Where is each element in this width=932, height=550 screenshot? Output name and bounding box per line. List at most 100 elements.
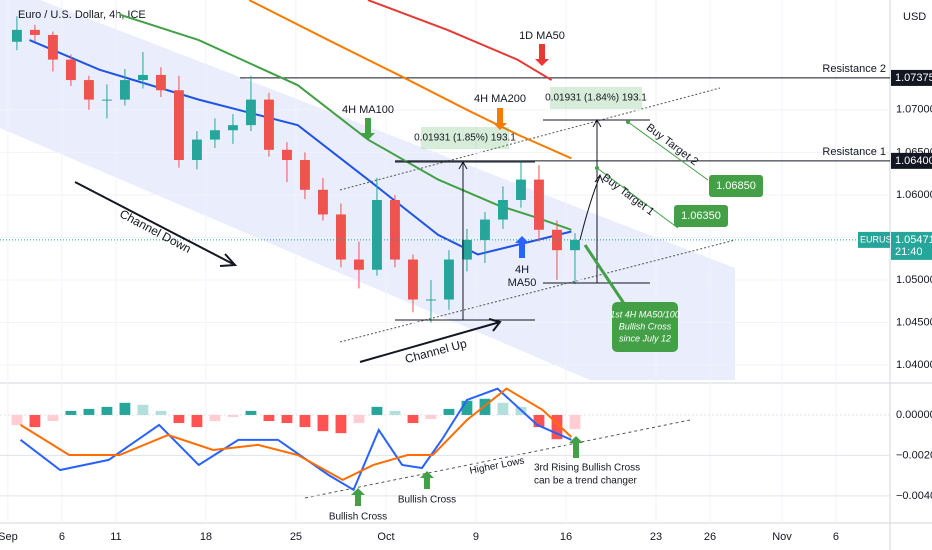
candle-body bbox=[245, 99, 256, 126]
x-tick-label: 26 bbox=[704, 531, 716, 543]
resistance-name: Resistance 1 bbox=[822, 146, 886, 158]
macd-histogram-bar bbox=[533, 414, 545, 428]
line bbox=[19, 387, 573, 482]
x-tick-label: Nov bbox=[772, 531, 792, 543]
ma-label: 4H MA200 bbox=[474, 93, 526, 105]
macd-arrow bbox=[351, 488, 365, 506]
macd-arrow bbox=[569, 436, 583, 458]
channel-down-head bbox=[219, 253, 238, 267]
measure-label: 0.01931 (1.85%) 193.1 bbox=[414, 133, 516, 144]
line bbox=[367, 0, 553, 81]
chart-title: Euro / U.S. Dollar, 4h, ICE bbox=[18, 9, 146, 21]
candle-body bbox=[516, 179, 526, 200]
y-tick-label: 1.04500 bbox=[896, 316, 932, 328]
macd-tick-label: 0.00000 bbox=[896, 409, 932, 421]
macd-tick-label: −0.00400 bbox=[896, 490, 932, 502]
candle-body bbox=[281, 149, 292, 161]
resistance-axis-label: 1.06400 bbox=[895, 155, 932, 167]
candle-body bbox=[534, 179, 544, 230]
y-tick-label: 1.05000 bbox=[896, 274, 932, 286]
y-tick-label: 1.04000 bbox=[896, 359, 932, 371]
x-tick-label: 9 bbox=[473, 531, 479, 543]
resistance-axis-box bbox=[891, 152, 932, 169]
candle-body bbox=[498, 199, 508, 220]
macd-histogram-bar bbox=[245, 410, 257, 415]
macd-histogram-bar bbox=[425, 414, 437, 420]
x-tick-label: 25 bbox=[290, 531, 302, 543]
macd-histogram-bar bbox=[209, 414, 221, 422]
symbol-label: EURUSD bbox=[860, 234, 899, 244]
candle-body bbox=[173, 90, 184, 161]
target-line bbox=[596, 167, 679, 229]
macd-histogram-bar bbox=[299, 414, 311, 428]
y-tick-label: 1.07000 bbox=[896, 104, 932, 116]
callout-box bbox=[612, 302, 678, 352]
line bbox=[29, 39, 572, 256]
currency-label: USD bbox=[903, 11, 926, 23]
ma-label: 1D MA50 bbox=[519, 30, 565, 42]
candle-body bbox=[11, 29, 22, 42]
macd-annotation: Bullish Cross bbox=[329, 512, 387, 523]
macd-histogram-bar bbox=[371, 406, 383, 415]
macd-histogram-bar bbox=[317, 414, 329, 432]
candle-body bbox=[552, 229, 562, 251]
line bbox=[248, 0, 572, 160]
target-box bbox=[709, 175, 763, 197]
candle-body bbox=[480, 219, 490, 240]
macd-histogram-bar bbox=[335, 414, 347, 434]
macd-tick-label: −0.00200 bbox=[896, 449, 932, 461]
macd-annotation: 3rd Rising Bullish Cross bbox=[534, 463, 640, 474]
candle-body bbox=[227, 125, 238, 131]
macd-histogram-bar bbox=[497, 402, 509, 415]
candle-body bbox=[263, 99, 274, 150]
macd-histogram-bar bbox=[11, 414, 23, 426]
x-tick-label: 18 bbox=[200, 531, 212, 543]
macd-histogram-bar bbox=[119, 402, 131, 415]
macd-histogram-bar bbox=[47, 414, 59, 422]
candle-body bbox=[101, 99, 112, 101]
x-tick-label: 23 bbox=[650, 531, 662, 543]
ma-label: 4H MA100 bbox=[342, 104, 394, 116]
candle-body bbox=[570, 239, 580, 251]
macd-annotation: can be a trend changer bbox=[534, 476, 638, 487]
measure-arrowhead bbox=[458, 160, 468, 170]
macd-histogram-bar bbox=[83, 408, 95, 415]
macd-annotation: Bullish Cross bbox=[398, 495, 456, 506]
macd-histogram-bar bbox=[191, 414, 203, 428]
macd-histogram-bar bbox=[353, 414, 365, 424]
candle-body bbox=[209, 130, 220, 140]
measure-label: 0.01931 (1.84%) 193.1 bbox=[545, 93, 647, 104]
channel-up-head bbox=[488, 318, 502, 332]
x-tick-label: 11 bbox=[110, 531, 121, 543]
macd-histogram-bar bbox=[29, 414, 41, 428]
candle-body bbox=[299, 160, 310, 190]
candle-body bbox=[29, 29, 40, 35]
macd-histogram-bar bbox=[227, 414, 239, 417]
candle-body bbox=[119, 80, 130, 100]
candle-body bbox=[83, 80, 94, 100]
candle-body bbox=[155, 74, 166, 91]
target-line bbox=[627, 121, 709, 181]
countdown-label: 21:40 bbox=[895, 246, 923, 258]
candle-body bbox=[336, 214, 346, 260]
macd-histogram-bar bbox=[281, 414, 293, 424]
macd-histogram-bar bbox=[389, 410, 401, 415]
resistance-name: Resistance 2 bbox=[822, 63, 886, 75]
macd-histogram-bar bbox=[407, 414, 419, 424]
price-box bbox=[891, 231, 932, 260]
ma-label: 4H MA50 bbox=[507, 264, 537, 289]
candle-body bbox=[47, 34, 58, 60]
macd-histogram-bar bbox=[155, 410, 167, 415]
candle-body bbox=[191, 139, 202, 161]
x-tick-label: 16 bbox=[560, 531, 572, 543]
x-tick-label: 6 bbox=[59, 531, 65, 543]
line bbox=[19, 387, 572, 492]
candle-body bbox=[444, 259, 454, 300]
candle-body bbox=[354, 259, 364, 270]
channel-down-arrow bbox=[74, 181, 236, 266]
callout-text: 1st 4H MA50/100 bbox=[610, 309, 680, 319]
macd-histogram-bar bbox=[551, 414, 563, 440]
symbol-box bbox=[858, 231, 890, 248]
macd-histogram-bar bbox=[137, 404, 149, 415]
